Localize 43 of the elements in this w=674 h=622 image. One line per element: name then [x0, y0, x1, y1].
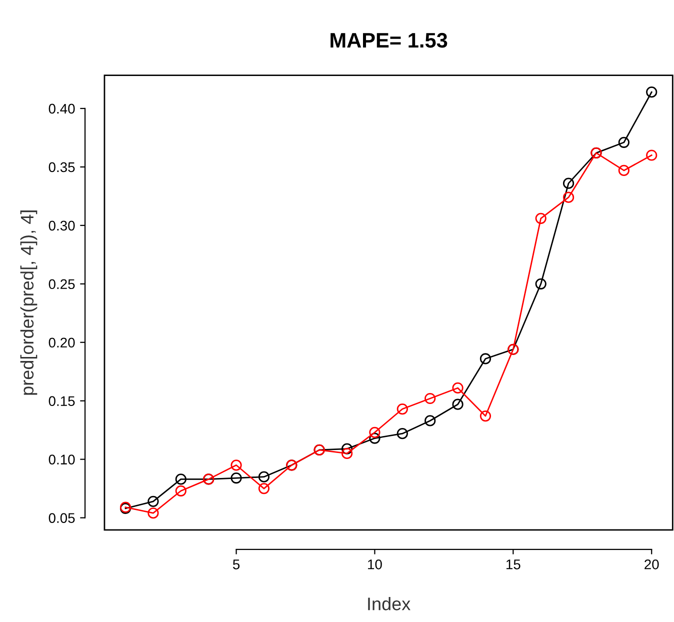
point [230, 460, 242, 471]
y-tick-label: 0.10 [48, 454, 75, 464]
point [562, 178, 574, 189]
point [369, 426, 380, 438]
point [230, 472, 242, 484]
point [258, 482, 270, 494]
y-tick-label: 0.20 [48, 338, 75, 348]
y-tick-label: 0.35 [48, 162, 75, 172]
y-tick-label: 0.15 [48, 396, 75, 406]
point [258, 471, 270, 482]
y-tick-label: 0.30 [48, 220, 75, 231]
point [618, 164, 630, 176]
x-tick-label: 20 [644, 559, 659, 570]
y-tick-label: 0.25 [48, 279, 75, 290]
x-tick-label: 5 [232, 560, 240, 570]
x-tick-label: 10 [368, 559, 382, 570]
point [424, 415, 436, 426]
point [646, 150, 658, 161]
point [480, 353, 492, 364]
x-axis-title: Index [368, 597, 410, 610]
point [369, 432, 380, 444]
point [341, 448, 353, 460]
point [396, 403, 408, 415]
y-tick-label: 0.40 [48, 104, 75, 114]
point [341, 443, 353, 454]
point [452, 382, 464, 394]
point [562, 192, 574, 203]
point [452, 398, 464, 410]
x-tick-label: 15 [506, 560, 520, 570]
point [396, 428, 408, 440]
point [535, 212, 546, 224]
y-axis-title: pred[order(pred[, 4]), 4] [20, 210, 38, 395]
chart-title: MAPE= 1.53 [330, 32, 448, 48]
point [424, 392, 436, 404]
point [646, 86, 658, 98]
y-tick-label: 0.05 [48, 513, 75, 523]
point [175, 485, 186, 496]
point [148, 496, 159, 507]
point [535, 278, 546, 290]
point [175, 474, 186, 485]
point [480, 410, 492, 422]
point [618, 136, 630, 148]
point [148, 508, 159, 519]
